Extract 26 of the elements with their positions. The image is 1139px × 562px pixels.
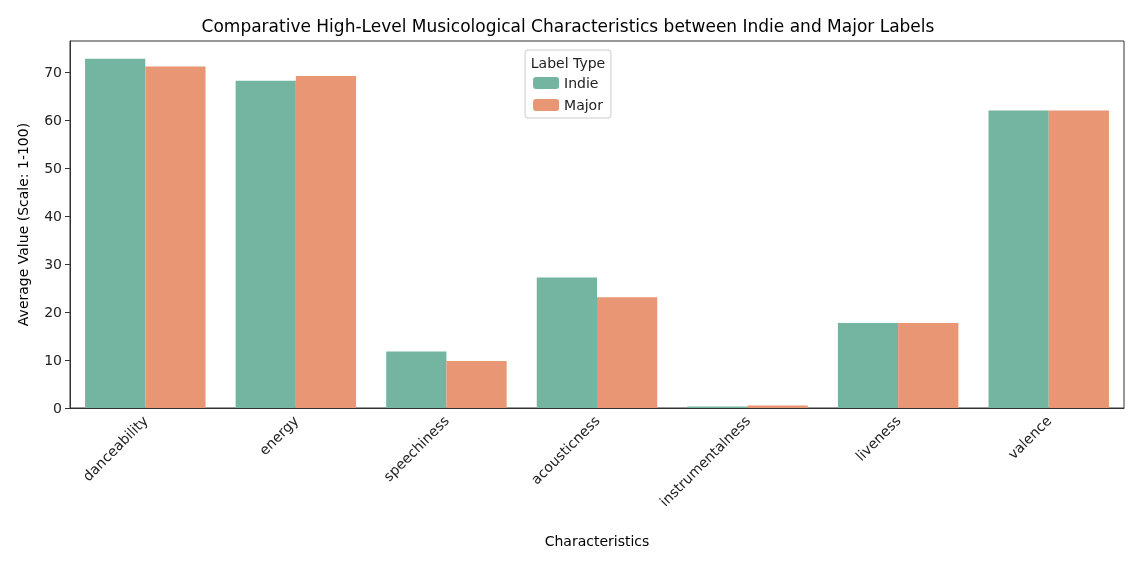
y-axis-title: Average Value (Scale: 1-100) — [15, 122, 31, 327]
y-tick-label: 0 — [53, 400, 62, 416]
legend-label: Indie — [564, 75, 599, 91]
bar — [1048, 110, 1109, 408]
y-tick-label: 40 — [44, 208, 62, 225]
y-tick-label: 30 — [44, 256, 62, 273]
legend-title: Label Type — [530, 55, 606, 71]
bar — [145, 66, 206, 408]
y-tick-label: 70 — [44, 64, 62, 81]
bar — [446, 360, 507, 408]
bar — [988, 110, 1049, 408]
bar — [85, 58, 146, 408]
chart-title: Comparative High-Level Musicological Characteristics between Indie and Major Labels — [201, 15, 935, 36]
bar — [898, 323, 959, 408]
bar — [295, 76, 357, 408]
y-tick-label: 20 — [44, 304, 62, 321]
legend-label: Major — [564, 97, 604, 113]
y-tick-label: 50 — [44, 160, 62, 177]
y-tick-label: 60 — [44, 112, 62, 129]
x-axis-title: Characteristics — [544, 533, 650, 549]
bar — [386, 351, 447, 408]
bar — [837, 323, 899, 408]
bar — [235, 80, 296, 408]
y-tick-label: 10 — [44, 352, 62, 369]
bar — [536, 277, 597, 408]
bar — [597, 297, 658, 408]
